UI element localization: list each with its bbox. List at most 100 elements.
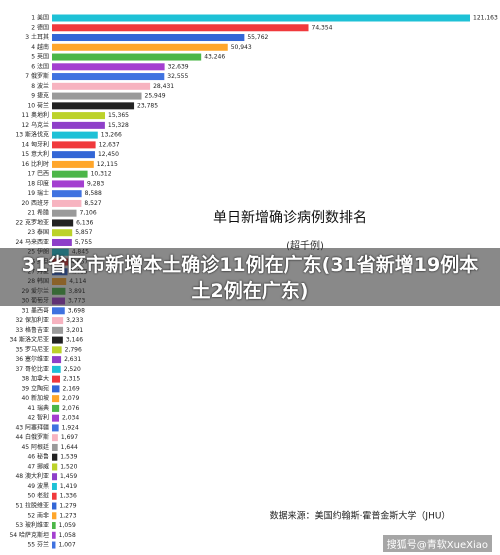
value-label: 1,273 bbox=[59, 512, 76, 519]
bar bbox=[52, 502, 57, 510]
bar bbox=[52, 180, 85, 188]
category-label: 24 马来西亚 bbox=[15, 238, 49, 246]
category-label: 2 德国 bbox=[31, 23, 49, 31]
category-label: 19 瑞士 bbox=[27, 189, 49, 197]
bar bbox=[52, 14, 470, 22]
category-label: 12 乌克兰 bbox=[21, 121, 49, 129]
category-label: 48 澳大利亚 bbox=[15, 472, 49, 480]
value-label: 15,328 bbox=[108, 122, 129, 129]
bar bbox=[52, 209, 77, 217]
value-label: 2,520 bbox=[64, 366, 81, 373]
value-label: 8,588 bbox=[85, 190, 102, 197]
category-label: 8 波兰 bbox=[31, 82, 49, 90]
bar bbox=[52, 92, 142, 100]
bar bbox=[52, 346, 62, 354]
value-label: 1,644 bbox=[61, 444, 78, 451]
bar bbox=[52, 541, 56, 549]
bar bbox=[52, 170, 88, 178]
bar bbox=[52, 190, 82, 198]
bar bbox=[52, 463, 58, 471]
value-label: 12,115 bbox=[97, 161, 118, 168]
bar bbox=[52, 53, 202, 61]
bar bbox=[52, 24, 309, 32]
category-label: 31 墨西哥 bbox=[21, 307, 49, 314]
bar bbox=[52, 473, 58, 481]
value-label: 13,266 bbox=[101, 132, 122, 139]
bar bbox=[52, 131, 98, 139]
value-label: 74,354 bbox=[312, 24, 333, 31]
bar bbox=[52, 102, 135, 110]
bar bbox=[52, 404, 60, 412]
bar bbox=[52, 73, 165, 81]
value-label: 5,857 bbox=[75, 229, 92, 236]
category-label: 47 挪威 bbox=[27, 462, 49, 470]
value-label: 1,007 bbox=[58, 542, 75, 549]
value-label: 2,631 bbox=[64, 356, 81, 363]
bar bbox=[52, 151, 95, 159]
category-label: 54 哈萨克斯坦 bbox=[9, 531, 49, 539]
value-label: 3,233 bbox=[66, 317, 83, 324]
category-label: 35 罗马尼亚 bbox=[15, 345, 49, 353]
category-label: 20 西班牙 bbox=[21, 199, 49, 207]
bar bbox=[52, 82, 151, 90]
category-label: 50 老挝 bbox=[27, 492, 49, 500]
overlay-text: 31省区市新增本土确诊11例在广东(31省新增19例本土2例在广东) bbox=[21, 254, 479, 302]
bar bbox=[52, 307, 65, 315]
value-label: 12,637 bbox=[99, 141, 120, 148]
category-label: 23 泰国 bbox=[27, 228, 49, 236]
value-label: 32,555 bbox=[167, 73, 188, 80]
value-label: 50,943 bbox=[231, 44, 252, 51]
value-label: 5,755 bbox=[75, 239, 92, 246]
bar bbox=[52, 375, 60, 383]
value-label: 6,136 bbox=[76, 219, 93, 226]
category-label: 1 美国 bbox=[31, 14, 49, 22]
value-label: 55,762 bbox=[247, 34, 268, 41]
bar bbox=[52, 199, 82, 207]
bar bbox=[52, 453, 58, 461]
category-label: 6 法国 bbox=[31, 62, 49, 70]
bar bbox=[52, 443, 58, 451]
category-label: 45 阿根廷 bbox=[21, 443, 49, 451]
category-label: 15 意大利 bbox=[21, 150, 49, 158]
bar bbox=[52, 63, 165, 71]
category-label: 39 立陶宛 bbox=[21, 384, 49, 392]
category-label: 44 白俄罗斯 bbox=[15, 433, 49, 441]
bar bbox=[52, 219, 74, 227]
value-label: 1,520 bbox=[60, 463, 77, 470]
value-label: 43,246 bbox=[204, 54, 225, 61]
value-label: 2,076 bbox=[62, 405, 79, 412]
value-label: 3,698 bbox=[68, 307, 85, 314]
category-label: 32 保加利亚 bbox=[15, 316, 49, 324]
bar bbox=[52, 482, 57, 490]
category-label: 4 越南 bbox=[31, 43, 49, 51]
category-label: 37 哥伦比亚 bbox=[15, 365, 49, 373]
value-label: 2,796 bbox=[65, 346, 82, 353]
value-label: 1,059 bbox=[59, 522, 76, 529]
bar bbox=[52, 326, 64, 334]
value-label: 12,450 bbox=[98, 151, 119, 158]
bar bbox=[52, 424, 59, 432]
category-label: 13 斯洛伐克 bbox=[15, 131, 49, 139]
category-label: 41 瑞典 bbox=[27, 404, 49, 412]
watermark: 搜狐号@青软XueXiao bbox=[382, 535, 492, 552]
value-label: 10,312 bbox=[91, 171, 112, 178]
category-label: 5 英国 bbox=[31, 53, 49, 61]
chart-title: 单日新增确诊病例数排名 bbox=[213, 210, 367, 226]
value-label: 1,539 bbox=[60, 454, 77, 461]
value-label: 1,058 bbox=[59, 532, 76, 539]
value-label: 1,459 bbox=[60, 473, 77, 480]
value-label: 15,365 bbox=[108, 112, 129, 119]
category-label: 33 格鲁吉亚 bbox=[15, 326, 49, 334]
bar bbox=[52, 317, 64, 325]
category-label: 18 印度 bbox=[27, 179, 49, 187]
value-label: 2,169 bbox=[62, 385, 79, 392]
value-label: 1,279 bbox=[59, 503, 76, 510]
bar bbox=[52, 160, 94, 168]
bar bbox=[52, 356, 62, 364]
value-label: 121,163 bbox=[473, 15, 498, 22]
category-label: 38 加拿大 bbox=[21, 375, 49, 383]
bar bbox=[52, 385, 60, 393]
bar bbox=[52, 112, 106, 120]
